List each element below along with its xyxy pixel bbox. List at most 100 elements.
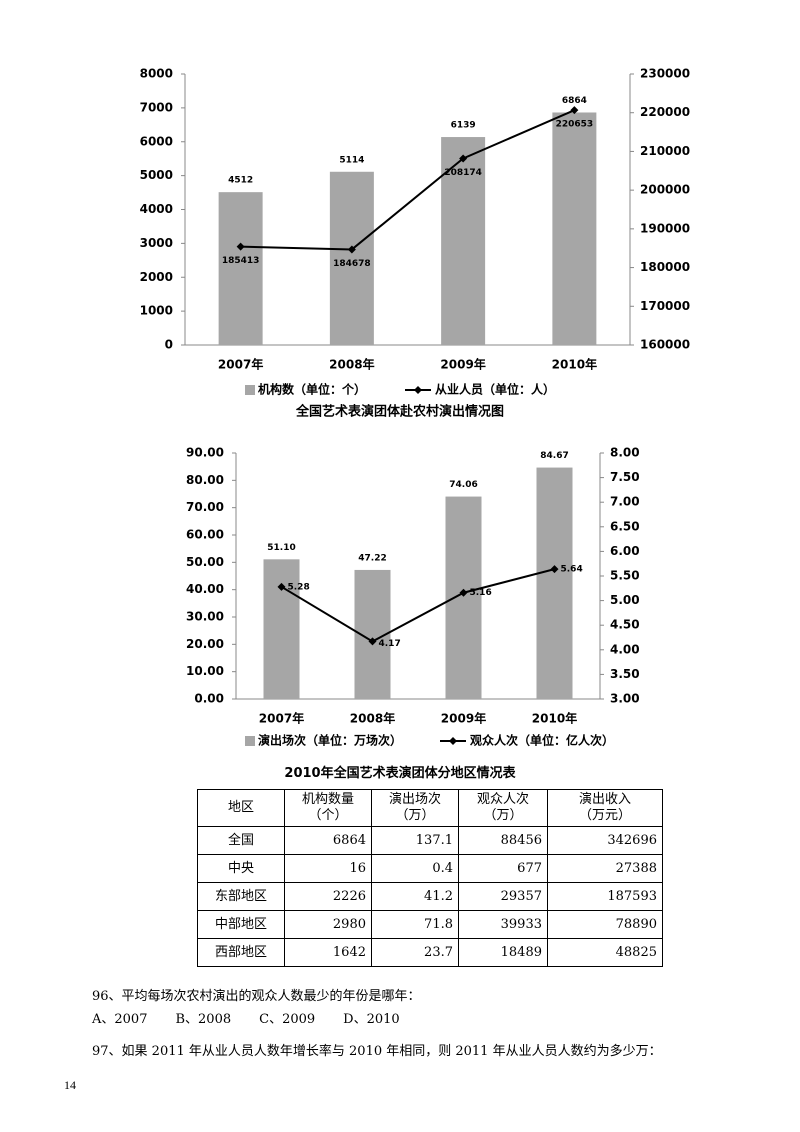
- y2-tick-label: 230000: [640, 67, 690, 81]
- y2-tick-label: 180000: [640, 260, 690, 274]
- table-cell: 2226: [284, 882, 372, 911]
- data-table: 地区 机构数量 （个） 演出场次 （万） 观众人次 （万） 演出收入 （万元） 全国 686…: [197, 789, 663, 967]
- y-tick-label: 70.00: [186, 500, 224, 514]
- value-label: 5114: [339, 155, 364, 165]
- x-tick-label: 2008年: [329, 357, 374, 372]
- y2-tick-label: 210000: [640, 144, 690, 158]
- y-tick-label: 8000: [140, 67, 173, 81]
- legend-swatch: [245, 385, 255, 395]
- table-row: 中部地区 2980 71.8 39933 78890: [197, 910, 663, 939]
- bar: [552, 112, 597, 346]
- y-tick-label: 0: [165, 338, 173, 352]
- value-label: 6139: [451, 121, 476, 131]
- y-tick-label: 2000: [140, 270, 173, 284]
- table-cell: 18489: [458, 938, 548, 967]
- y2-tick-label: 220000: [640, 105, 690, 119]
- table-row: 东部地区 2226 41.2 29357 187593: [197, 882, 663, 911]
- table-cell: 全国: [197, 826, 285, 855]
- y2-tick-label: 170000: [640, 299, 690, 313]
- value-label: 84.67: [540, 451, 568, 461]
- y-tick-label: 5000: [140, 168, 173, 182]
- bar: [329, 171, 374, 345]
- option: B、2008: [175, 1012, 232, 1027]
- value-label: 4.17: [379, 639, 401, 649]
- y-tick-label: 6000: [140, 134, 173, 148]
- marker: [347, 245, 356, 254]
- bar: [218, 192, 263, 345]
- table-cell: 39933: [458, 910, 548, 939]
- table-cell: 16: [284, 854, 372, 883]
- y-tick-label: 40.00: [186, 582, 224, 596]
- table-cell: 23.7: [371, 938, 459, 967]
- bar: [536, 467, 573, 699]
- table-cell: 677: [458, 854, 548, 883]
- table-cell: 29357: [458, 882, 548, 911]
- y-tick-label: 80.00: [186, 473, 224, 487]
- x-tick-label: 2009年: [440, 357, 485, 372]
- table-cell: 48825: [547, 938, 663, 967]
- question: 96、平均每场次农村演出的观众人数最少的年份是哪年：: [92, 989, 421, 1004]
- table-cell: 东部地区: [197, 882, 285, 911]
- x-tick-label: 2007年: [259, 711, 304, 726]
- table-cell: 2980: [284, 910, 372, 939]
- table-cell: 342696: [547, 826, 663, 855]
- marker: [277, 582, 286, 591]
- x-tick-label: 2009年: [441, 711, 486, 726]
- x-tick-label: 2010年: [532, 711, 577, 726]
- table-cell: 机构数量 （个）: [284, 789, 372, 827]
- table-cell: 71.8: [371, 910, 459, 939]
- value-label: 5.28: [288, 582, 310, 592]
- table-cell: 27388: [547, 854, 663, 883]
- table-cell: 演出收入 （万元）: [547, 789, 663, 827]
- table-cell: 观众人次 （万）: [458, 789, 548, 827]
- table-cell: 6864: [284, 826, 372, 855]
- y2-tick-label: 3.50: [610, 667, 640, 681]
- table-row: 中央 16 0.4 677 27388: [197, 854, 663, 883]
- y2-tick-label: 200000: [640, 183, 690, 197]
- y2-tick-label: 5.00: [610, 593, 640, 607]
- y2-tick-label: 190000: [640, 221, 690, 235]
- table-cell: 137.1: [371, 826, 459, 855]
- y2-tick-label: 8.00: [610, 446, 640, 460]
- legend-swatch: [245, 736, 255, 746]
- legend-label: 演出场次（单位：万场次）: [258, 733, 402, 748]
- value-label: 5.64: [561, 565, 583, 575]
- y2-tick-label: 6.00: [610, 544, 640, 558]
- table-cell: 0.4: [371, 854, 459, 883]
- x-tick-label: 2007年: [218, 357, 263, 372]
- y2-tick-label: 160000: [640, 338, 690, 352]
- marker: [570, 106, 579, 115]
- value-label: 74.06: [449, 480, 477, 490]
- legend-label: 从业人员（单位：人）: [435, 382, 555, 397]
- question: 97、如果 2011 年从业人员人数年增长率与 2010 年相同，则 2011 …: [92, 1044, 662, 1059]
- table-cell: 88456: [458, 826, 548, 855]
- value-label: 4512: [228, 176, 253, 186]
- y2-tick-label: 3.00: [610, 692, 640, 706]
- value-label: 51.10: [267, 543, 295, 553]
- table-row: 地区 机构数量 （个） 演出场次 （万） 观众人次 （万） 演出收入 （万元）: [197, 789, 663, 827]
- marker: [459, 154, 468, 163]
- table-cell: 1642: [284, 938, 372, 967]
- y-tick-label: 0.00: [194, 692, 224, 706]
- table-row: 全国 6864 137.1 88456 342696: [197, 826, 663, 855]
- value-label: 47.22: [358, 553, 386, 563]
- y2-tick-label: 7.50: [610, 470, 640, 484]
- y2-tick-label: 4.50: [610, 618, 640, 632]
- charts: 0 1000 2000 3000 4000 5000 6000 7000 8000 160000 1…: [140, 67, 691, 748]
- value-label: 5.16: [470, 588, 492, 598]
- marker: [368, 637, 377, 646]
- y-tick-label: 1000: [140, 304, 173, 318]
- value-label: 185413: [222, 256, 260, 266]
- y-tick-label: 30.00: [186, 610, 224, 624]
- options: A、2007 B、2008 C、2009 D、2010: [92, 1008, 428, 1027]
- value-label: 184678: [333, 259, 371, 269]
- legend-marker: [414, 386, 422, 394]
- table-cell: 78890: [547, 910, 663, 939]
- y-tick-label: 60.00: [186, 528, 224, 542]
- value-label: 220653: [556, 120, 594, 130]
- x-tick-label: 2008年: [350, 711, 395, 726]
- table-cell: 中央: [197, 854, 285, 883]
- value-label: 6864: [562, 96, 587, 106]
- table-row: 西部地区 1642 23.7 18489 48825: [197, 938, 663, 967]
